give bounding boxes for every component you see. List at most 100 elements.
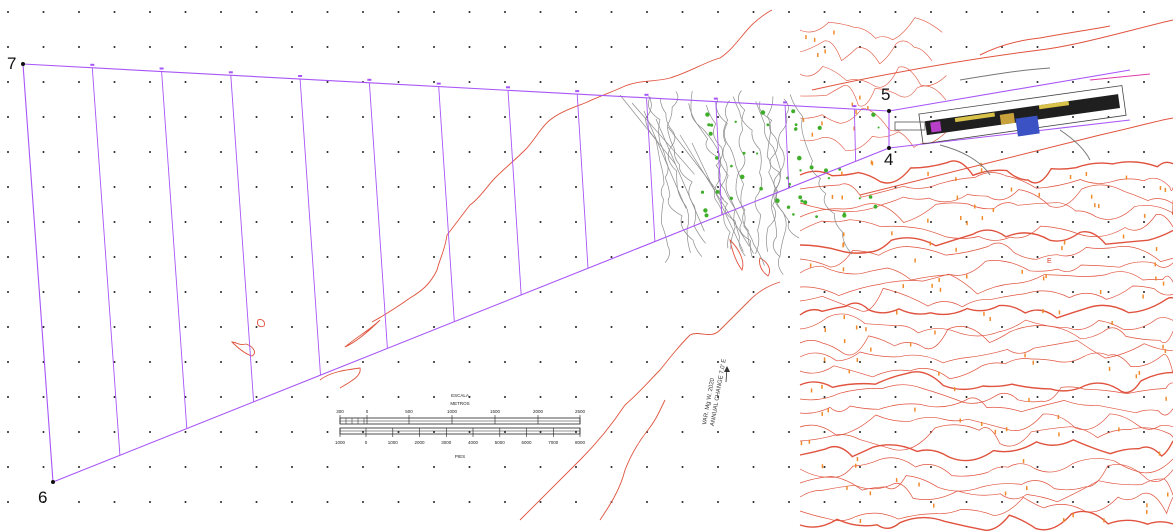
spot-elevation (909, 342, 912, 347)
spot-elevation (1143, 213, 1146, 218)
scale-tick-label: 2000 (414, 440, 425, 445)
grid-dot (752, 256, 755, 258)
spot-elevation (983, 311, 985, 316)
grid-dot (681, 151, 684, 153)
grid-dot (610, 46, 613, 48)
grid-dot (149, 151, 151, 153)
grid-dot (255, 81, 258, 83)
terrain-label: E (1047, 258, 1052, 265)
grid-dot (149, 116, 151, 118)
contour-line (799, 242, 1173, 268)
grid-dot (1072, 221, 1074, 223)
terrain-line (648, 96, 703, 257)
grid-dot (859, 256, 861, 258)
grid-dot (610, 256, 613, 258)
spot-elevation (810, 388, 813, 393)
grid-dot (255, 501, 258, 503)
spot-elevation (821, 464, 824, 469)
grid-dot (1107, 501, 1110, 503)
spot-elevation (1028, 397, 1030, 402)
grid-dot (42, 221, 45, 223)
spot-elevation (959, 418, 961, 423)
grid-dot (78, 291, 80, 293)
grid-dot (1107, 361, 1110, 363)
spot-elevation (1057, 415, 1060, 419)
spot-elevation (870, 160, 873, 165)
grid-dot (859, 186, 861, 188)
grid-dot (788, 396, 790, 398)
grid-dot (610, 431, 613, 433)
grid-dot (717, 326, 719, 328)
spot-elevation (1004, 491, 1007, 496)
grid-dot (220, 361, 222, 363)
grid-dot (113, 81, 116, 83)
point-label-5: 5 (881, 85, 890, 104)
grid-dot (326, 151, 329, 153)
grid-dot (362, 11, 364, 13)
approach-bottom-edge (52, 147, 890, 483)
grid-dot (113, 221, 116, 223)
section-marker (228, 71, 233, 74)
grid-dot (610, 361, 613, 363)
approach-section-markers (90, 63, 857, 108)
terrain-line (631, 102, 695, 175)
terrain-line (691, 142, 744, 252)
spot-elevation (831, 194, 834, 199)
grid-dot (7, 466, 9, 468)
grid-dot (468, 46, 471, 48)
grid-dot (78, 186, 80, 188)
spot-elevation (966, 221, 968, 226)
grid-dot (610, 291, 613, 293)
grid-dot (433, 361, 435, 363)
grid-dot (504, 326, 506, 328)
spot-elevation (1155, 276, 1157, 281)
grid-dot (397, 326, 400, 328)
grid-dot (255, 221, 258, 223)
point-label-7: 7 (7, 54, 16, 73)
grid-dot (610, 151, 613, 153)
contour-line (799, 17, 943, 41)
grid-dot (113, 326, 116, 328)
grid-dot (1001, 396, 1003, 398)
grid-dot (113, 46, 116, 48)
grid-dot (42, 501, 45, 503)
grid-dot (397, 256, 400, 258)
grid-dot (646, 11, 648, 13)
spot-elevation (848, 369, 850, 374)
grid-dot (7, 151, 9, 153)
spot-elevation (1058, 310, 1061, 315)
grid-dot (433, 81, 435, 83)
grid-dot (575, 116, 577, 118)
grid-dot (42, 326, 45, 328)
grid-dot (930, 361, 932, 363)
grid-dot (646, 256, 648, 258)
grid-dot (326, 81, 329, 83)
grid-dot (78, 466, 80, 468)
spot-elevation (843, 232, 845, 237)
grid-dot (504, 501, 506, 503)
grid-dot (1036, 81, 1039, 83)
terrain-line (773, 98, 789, 257)
grid-dot (788, 501, 790, 503)
grid-dot (326, 431, 329, 433)
grid-dot (1107, 46, 1110, 48)
grid-dot (894, 396, 897, 398)
grid-dot (433, 326, 435, 328)
scale-tick-label: 5000 (495, 440, 506, 445)
grid-dot (894, 151, 897, 153)
contour-line (799, 213, 1173, 241)
grid-dot (149, 186, 151, 188)
grid-dot (1001, 501, 1003, 503)
grid-dot (1107, 151, 1110, 153)
contour-line (799, 260, 1173, 281)
grid-dot (326, 396, 329, 398)
spot-elevation (927, 218, 929, 223)
grid-dot (965, 291, 968, 293)
spot-elevation (855, 110, 857, 114)
grid-dot (646, 326, 648, 328)
spot-elevation (938, 371, 940, 376)
grid-dot (255, 361, 258, 363)
vegetation-dot (756, 152, 759, 155)
grid-dot (575, 361, 577, 363)
grid-dot (149, 466, 151, 468)
